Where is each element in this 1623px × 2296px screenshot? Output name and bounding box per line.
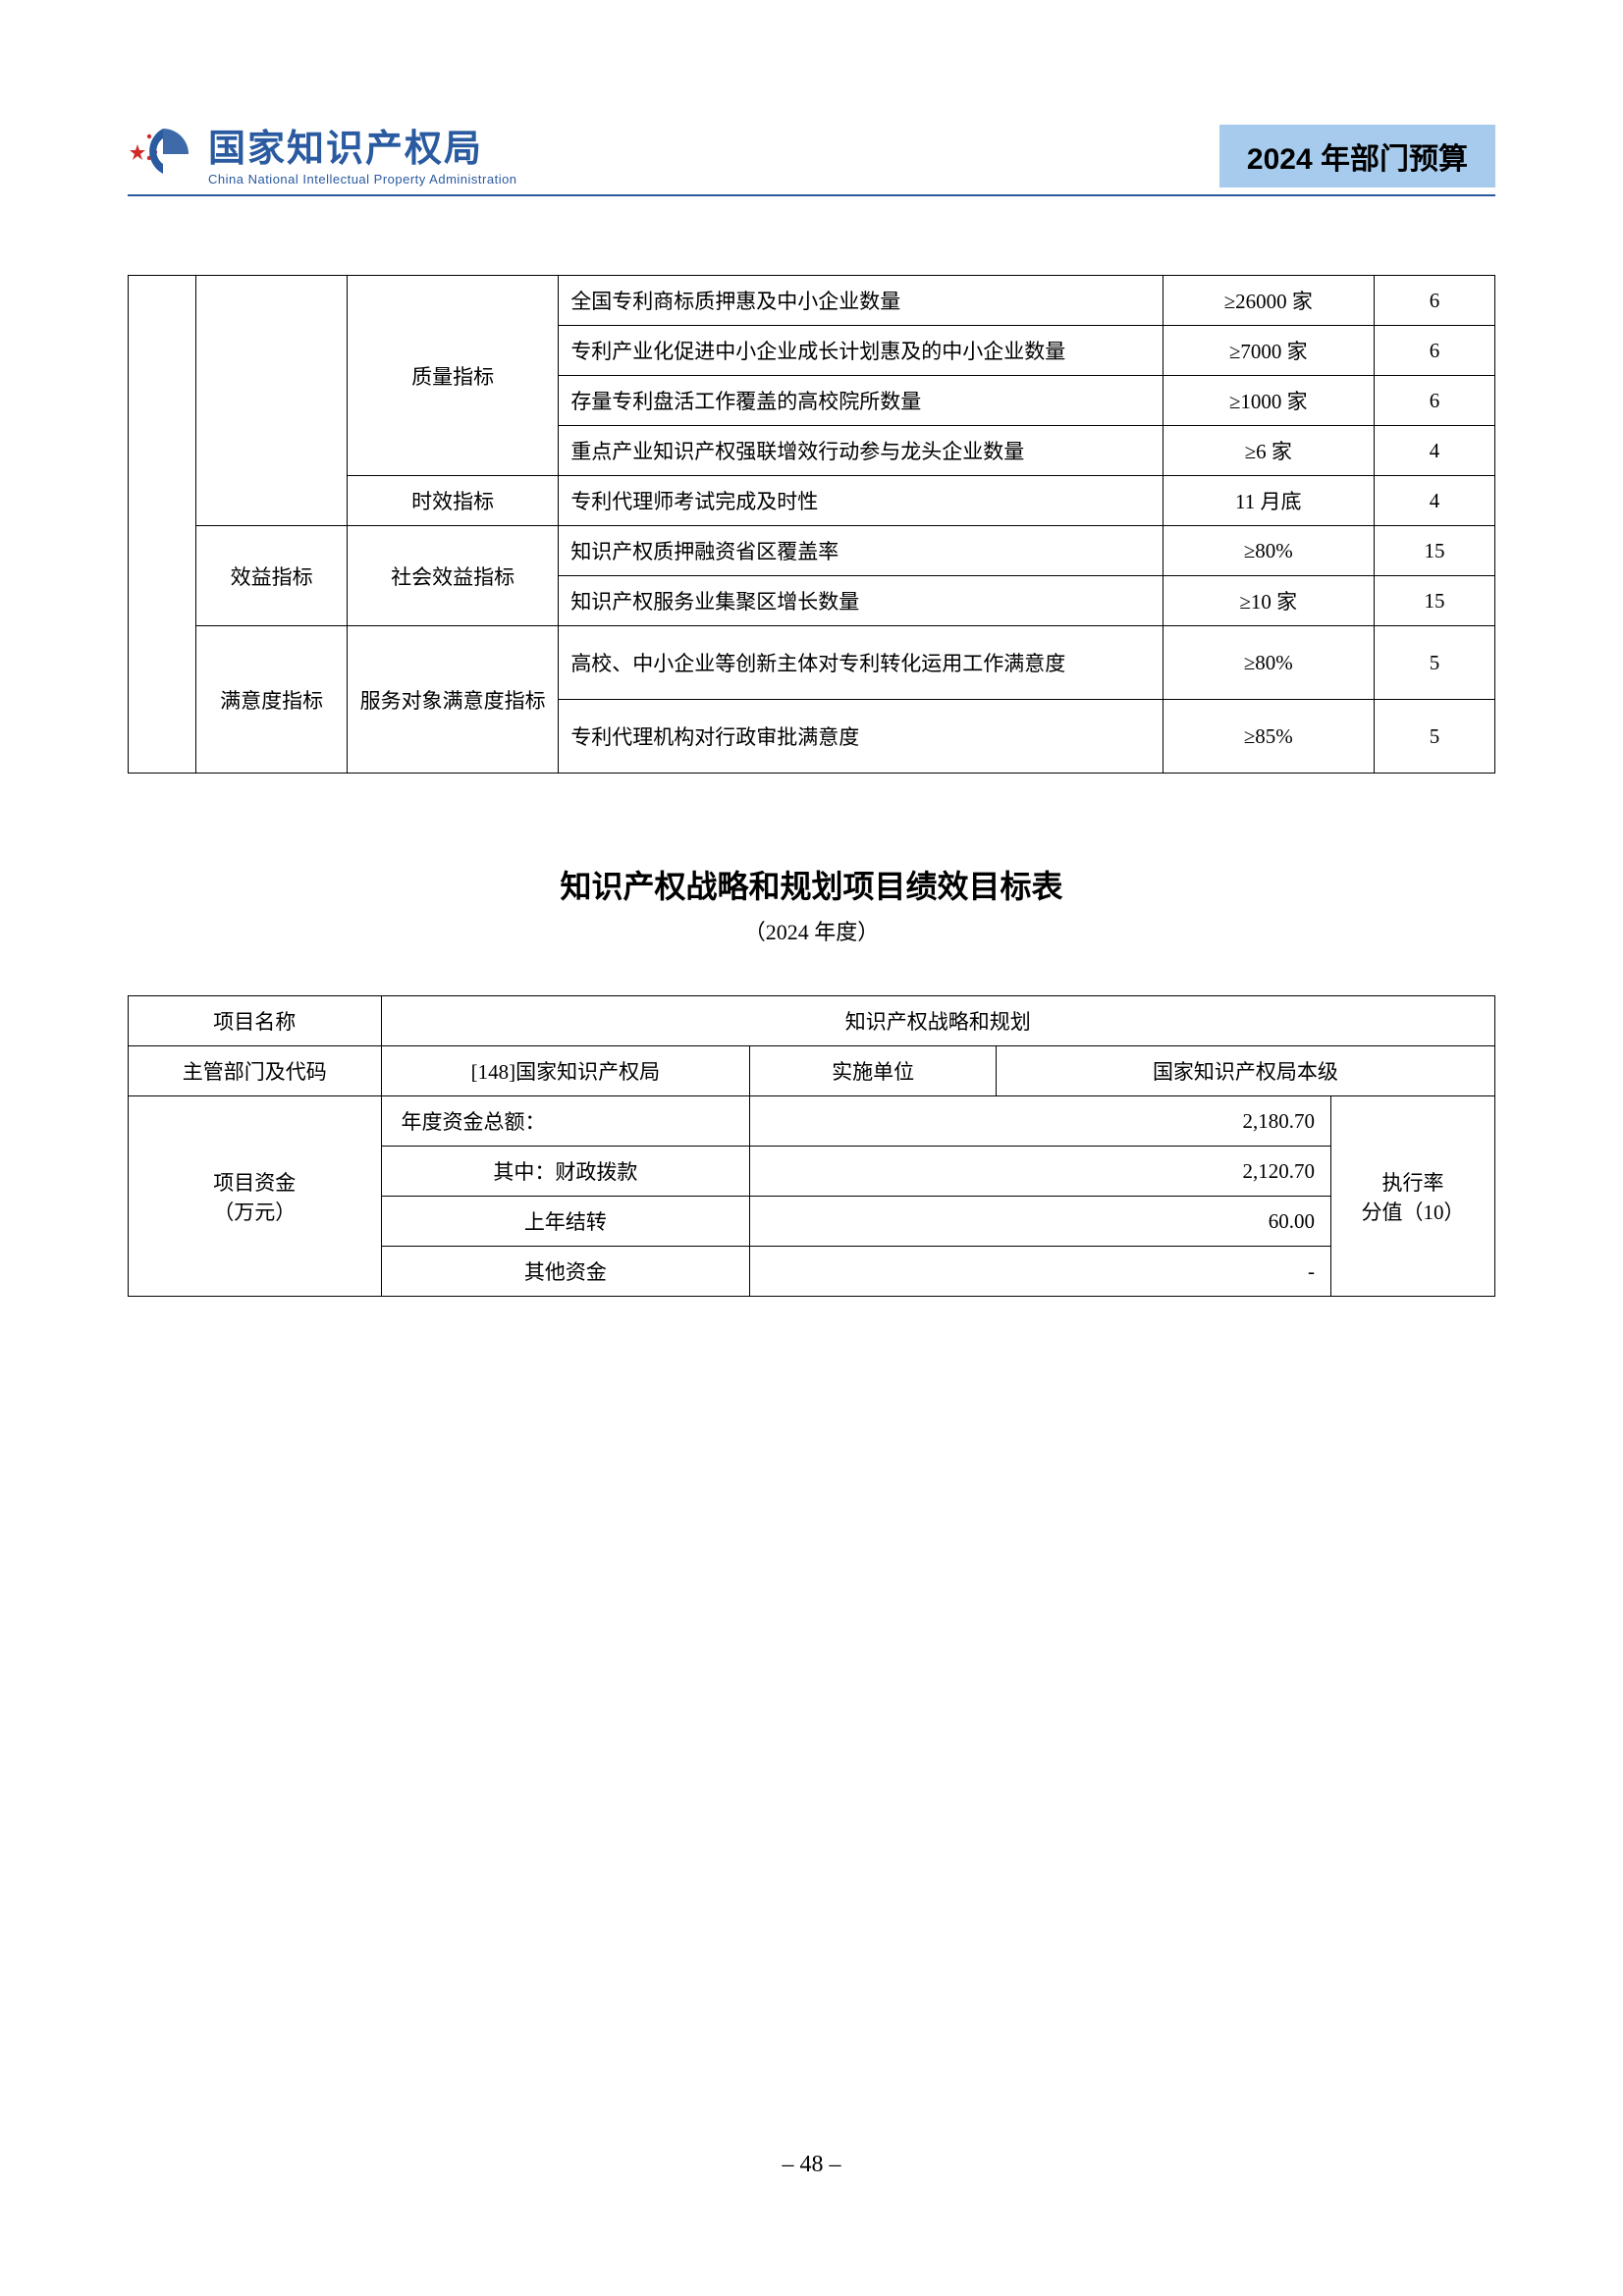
fund-row-value: 2,180.70 — [750, 1096, 1331, 1147]
category-cell: 服务对象满意度指标 — [347, 626, 558, 774]
org-name-en: China National Intellectual Property Adm… — [208, 172, 517, 187]
target-cell: ≥7000 家 — [1163, 326, 1374, 376]
blank-cell — [129, 276, 196, 774]
page-header: 国家知识产权局 China National Intellectual Prop… — [128, 118, 1495, 196]
exec-rate-cell: 执行率 分值（10） — [1330, 1096, 1494, 1297]
score-cell: 6 — [1374, 276, 1494, 326]
score-cell: 5 — [1374, 700, 1494, 774]
target-cell: ≥85% — [1163, 700, 1374, 774]
fund-row-label: 上年结转 — [381, 1197, 750, 1247]
target-cell: 11 月底 — [1163, 476, 1374, 526]
desc-cell: 专利代理机构对行政审批满意度 — [559, 700, 1163, 774]
org-logo-block: 国家知识产权局 China National Intellectual Prop… — [128, 118, 517, 187]
table-row: 项目名称 知识产权战略和规划 — [129, 996, 1495, 1046]
desc-cell: 重点产业知识产权强联增效行动参与龙头企业数量 — [559, 426, 1163, 476]
cnipa-logo-icon — [128, 125, 198, 180]
desc-cell: 全国专利商标质押惠及中小企业数量 — [559, 276, 1163, 326]
label-cell: 项目名称 — [129, 996, 382, 1046]
fund-row-label: 年度资金总额： — [381, 1096, 750, 1147]
value-cell: 知识产权战略和规划 — [381, 996, 1494, 1046]
desc-cell: 存量专利盘活工作覆盖的高校院所数量 — [559, 376, 1163, 426]
score-cell: 6 — [1374, 326, 1494, 376]
target-cell: ≥80% — [1163, 526, 1374, 576]
desc-cell: 知识产权质押融资省区覆盖率 — [559, 526, 1163, 576]
desc-cell: 高校、中小企业等创新主体对专利转化运用工作满意度 — [559, 626, 1163, 700]
header-badge: 2024 年部门预算 — [1219, 125, 1495, 187]
score-cell: 15 — [1374, 576, 1494, 626]
table-row: 满意度指标 服务对象满意度指标 高校、中小企业等创新主体对专利转化运用工作满意度… — [129, 626, 1495, 700]
indicators-table: 质量指标 全国专利商标质押惠及中小企业数量 ≥26000 家 6 专利产业化促进… — [128, 275, 1495, 774]
target-cell: ≥26000 家 — [1163, 276, 1374, 326]
page-number: – 48 – — [0, 2152, 1623, 2178]
table-row: 质量指标 全国专利商标质押惠及中小企业数量 ≥26000 家 6 — [129, 276, 1495, 326]
score-cell: 6 — [1374, 376, 1494, 426]
score-cell: 4 — [1374, 426, 1494, 476]
score-cell: 4 — [1374, 476, 1494, 526]
fund-label-l2: （万元） — [213, 1201, 296, 1224]
score-cell: 15 — [1374, 526, 1494, 576]
table-row: 项目资金 （万元） 年度资金总额： 2,180.70 执行率 分值（10） — [129, 1096, 1495, 1147]
category-cell: 社会效益指标 — [347, 526, 558, 626]
label-cell: 实施单位 — [750, 1046, 997, 1096]
fund-row-value: 60.00 — [750, 1197, 1331, 1247]
table-row: 效益指标 社会效益指标 知识产权质押融资省区覆盖率 ≥80% 15 — [129, 526, 1495, 576]
label-cell: 主管部门及代码 — [129, 1046, 382, 1096]
fund-row-value: - — [750, 1247, 1331, 1297]
section-subtitle: （2024 年度） — [128, 915, 1495, 946]
fund-row-label: 其他资金 — [381, 1247, 750, 1297]
fund-row-label: 其中：财政拨款 — [381, 1147, 750, 1197]
project-table: 项目名称 知识产权战略和规划 主管部门及代码 [148]国家知识产权局 实施单位… — [128, 995, 1495, 1297]
desc-cell: 知识产权服务业集聚区增长数量 — [559, 576, 1163, 626]
value-cell: 国家知识产权局本级 — [996, 1046, 1494, 1096]
fund-row-value: 2,120.70 — [750, 1147, 1331, 1197]
target-cell: ≥80% — [1163, 626, 1374, 700]
blank-cell — [196, 276, 348, 526]
desc-cell: 专利产业化促进中小企业成长计划惠及的中小企业数量 — [559, 326, 1163, 376]
target-cell: ≥10 家 — [1163, 576, 1374, 626]
category-cell: 满意度指标 — [196, 626, 348, 774]
fund-label-l1: 项目资金 — [213, 1171, 296, 1195]
desc-cell: 专利代理师考试完成及时性 — [559, 476, 1163, 526]
category-cell: 效益指标 — [196, 526, 348, 626]
label-cell: 项目资金 （万元） — [129, 1096, 382, 1297]
org-name-cn: 国家知识产权局 — [208, 118, 517, 172]
category-cell: 质量指标 — [347, 276, 558, 476]
table-row: 主管部门及代码 [148]国家知识产权局 实施单位 国家知识产权局本级 — [129, 1046, 1495, 1096]
score-cell: 5 — [1374, 626, 1494, 700]
section-title: 知识产权战略和规划项目绩效目标表 — [128, 862, 1495, 907]
value-cell: [148]国家知识产权局 — [381, 1046, 750, 1096]
exec-label-l2: 分值（10） — [1361, 1201, 1464, 1224]
target-cell: ≥6 家 — [1163, 426, 1374, 476]
target-cell: ≥1000 家 — [1163, 376, 1374, 426]
org-name-block: 国家知识产权局 China National Intellectual Prop… — [208, 118, 517, 187]
exec-label-l1: 执行率 — [1381, 1171, 1443, 1195]
category-cell: 时效指标 — [347, 476, 558, 526]
